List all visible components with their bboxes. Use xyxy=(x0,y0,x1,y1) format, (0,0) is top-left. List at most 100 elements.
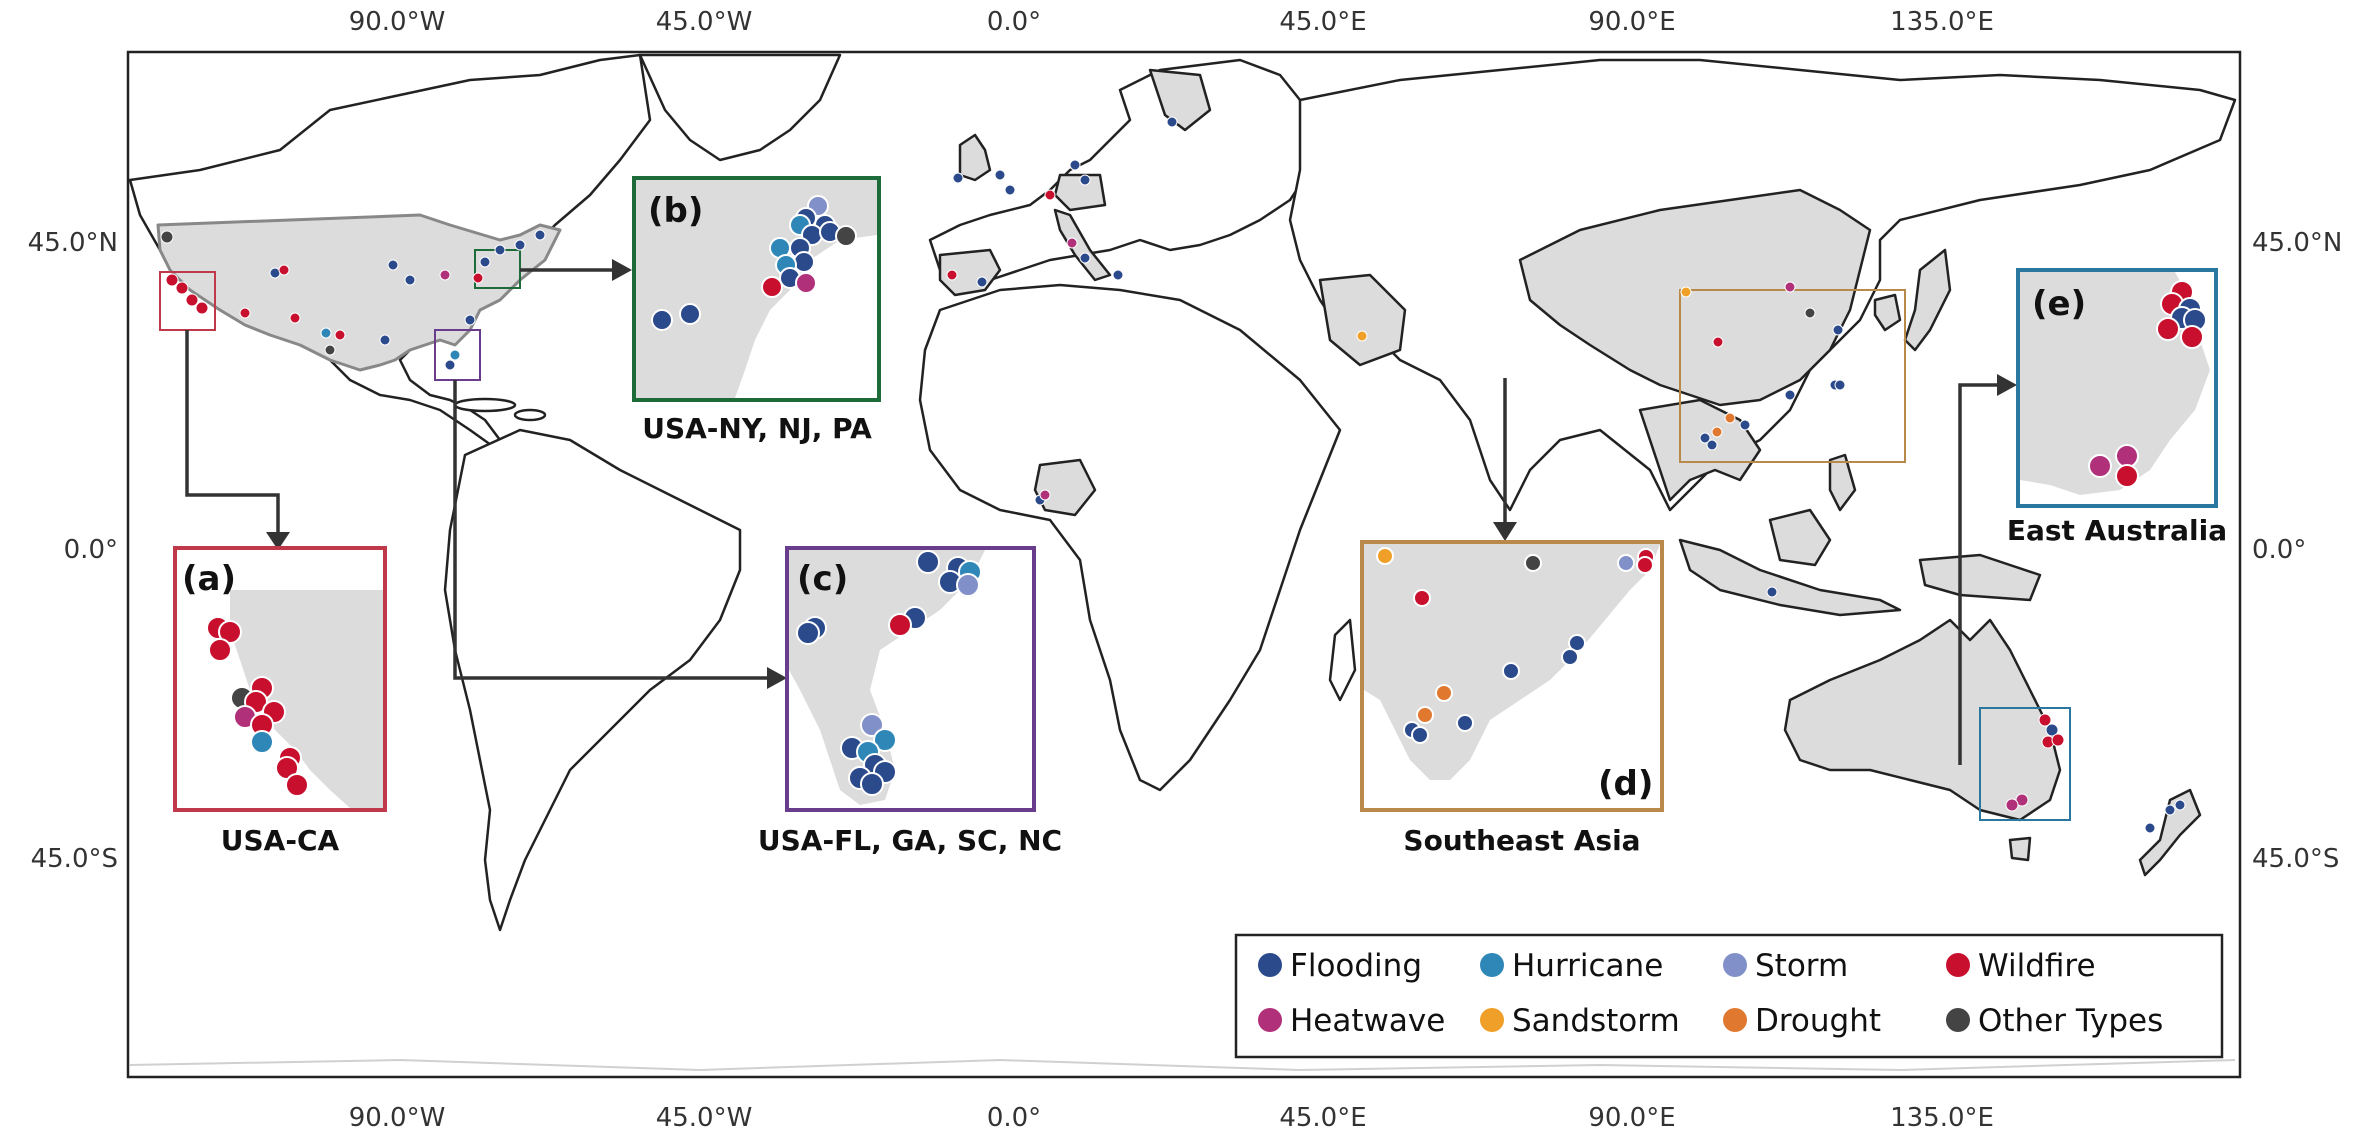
marker-flooding xyxy=(1004,184,1016,196)
inset-e-caption: East Australia xyxy=(2007,514,2227,547)
marker-wildfire xyxy=(285,773,309,797)
marker-hurricane xyxy=(873,728,897,752)
marker-flooding xyxy=(514,239,526,251)
marker-flooding xyxy=(2144,822,2156,834)
inset-d-label: (d) xyxy=(1598,764,1653,804)
inset-a: (a) USA-CA xyxy=(173,546,387,857)
southeast-asia-highlight xyxy=(1638,398,1762,502)
top-tick-90w: 90.0°W xyxy=(349,7,446,37)
marker-flooding xyxy=(1456,714,1474,732)
top-tick-45e: 45.0°E xyxy=(1279,7,1366,37)
inset-c-caption: USA-FL, GA, SC, NC xyxy=(758,824,1062,857)
marker-flooding xyxy=(1739,419,1751,431)
arrow-to-a xyxy=(185,330,280,540)
land-layer xyxy=(128,53,2237,1071)
marker-flooding xyxy=(994,169,1006,181)
marker-wildfire xyxy=(208,638,232,662)
inset-a-label: (a) xyxy=(182,559,236,599)
bottom-axis-ticks: 90.0°W 45.0°W 0.0° 45.0°E 90.0°E 135.0°E xyxy=(349,1103,1994,1133)
nigeria-highlight xyxy=(1033,458,1097,517)
marker-other xyxy=(1524,554,1542,572)
marker-hurricane xyxy=(449,349,461,361)
inset-a-caption: USA-CA xyxy=(221,824,340,857)
antarctica-edge xyxy=(129,1059,2236,1071)
legend-item-sandstorm: Sandstorm xyxy=(1480,1003,1680,1039)
arrow-to-c xyxy=(453,380,775,680)
marker-flooding xyxy=(1832,324,1844,336)
bottom-tick-90w: 90.0°W xyxy=(349,1103,446,1133)
legend-label: Flooding xyxy=(1290,948,1422,984)
legend-swatch xyxy=(1480,953,1504,977)
marker-other xyxy=(835,225,857,247)
marker-flooding xyxy=(679,303,701,325)
marker-flooding xyxy=(444,359,456,371)
marker-flooding xyxy=(379,334,391,346)
main-map-markers xyxy=(160,116,2186,834)
legend-label: Storm xyxy=(1755,948,1848,984)
marker-flooding xyxy=(860,772,884,796)
marker-flooding xyxy=(1766,586,1778,598)
marker-flooding xyxy=(1699,432,1711,444)
tasmania xyxy=(2008,836,2032,862)
bottom-tick-0: 0.0° xyxy=(987,1103,1041,1133)
marker-flooding xyxy=(1079,252,1091,264)
inset-c: (c) USA-FL, GA, SC, NC xyxy=(758,546,1062,857)
left-tick-45n: 45.0°N xyxy=(28,228,118,258)
marker-hurricane xyxy=(320,327,332,339)
marker-heatwave xyxy=(1784,281,1796,293)
legend-swatch xyxy=(1258,953,1282,977)
marker-wildfire xyxy=(946,269,958,281)
hispaniola xyxy=(513,408,547,422)
marker-flooding xyxy=(796,621,820,645)
marker-flooding xyxy=(1411,726,1429,744)
legend-swatch xyxy=(1258,1008,1282,1032)
marker-other xyxy=(160,230,174,244)
marker-heatwave xyxy=(2005,798,2019,812)
legend-label: Hurricane xyxy=(1512,948,1663,984)
arrow-heads xyxy=(266,259,2017,689)
inset-e-label: (e) xyxy=(2032,284,2086,324)
inset-c-land xyxy=(789,550,985,805)
marker-flooding xyxy=(651,309,673,331)
marker-storm xyxy=(860,713,884,737)
right-tick-45n: 45.0°N xyxy=(2252,228,2342,258)
marker-flooding xyxy=(1079,174,1091,186)
marker-wildfire xyxy=(185,293,199,307)
japan xyxy=(1903,248,1952,352)
marker-wildfire xyxy=(2051,733,2065,747)
marker-storm xyxy=(1617,554,1635,572)
arrowhead-b xyxy=(612,259,632,281)
bottom-tick-135e: 135.0°E xyxy=(1890,1103,1994,1133)
marker-flooding xyxy=(952,172,964,184)
south-america xyxy=(443,428,742,932)
marker-flooding xyxy=(1112,269,1124,281)
locator-box-e xyxy=(1979,707,2071,821)
marker-flooding xyxy=(1834,379,1846,391)
marker-flooding xyxy=(1706,439,1718,451)
inset-e: (e) East Australia xyxy=(2007,268,2227,547)
inset-a-land xyxy=(230,590,383,808)
marker-other xyxy=(1804,307,1816,319)
legend-swatch xyxy=(1723,1008,1747,1032)
legend-item-drought: Drought xyxy=(1723,1003,1881,1039)
marker-wildfire xyxy=(239,307,251,319)
right-axis-ticks: 45.0°N 0.0° 45.0°S xyxy=(2252,228,2342,874)
marker-wildfire xyxy=(175,281,189,295)
marker-flooding xyxy=(1069,159,1081,171)
marker-flooding xyxy=(479,256,491,268)
marker-wildfire xyxy=(888,613,912,637)
legend-item-heatwave: Heatwave xyxy=(1258,1003,1445,1039)
inset-c-label: (c) xyxy=(797,559,848,599)
locator-box-c xyxy=(434,329,481,381)
marker-flooding xyxy=(2164,804,2176,816)
arrow-to-e xyxy=(1958,383,2005,765)
marker-heatwave xyxy=(2088,454,2112,478)
marker-wildfire xyxy=(761,276,783,298)
marker-other xyxy=(324,344,336,356)
marker-sandstorm xyxy=(1376,547,1394,565)
italy-highlight xyxy=(1053,208,1112,282)
left-axis-ticks: 45.0°N 0.0° 45.0°S xyxy=(28,228,118,874)
top-tick-0: 0.0° xyxy=(987,7,1041,37)
marker-wildfire xyxy=(2115,464,2139,488)
indonesia xyxy=(1678,538,1902,617)
